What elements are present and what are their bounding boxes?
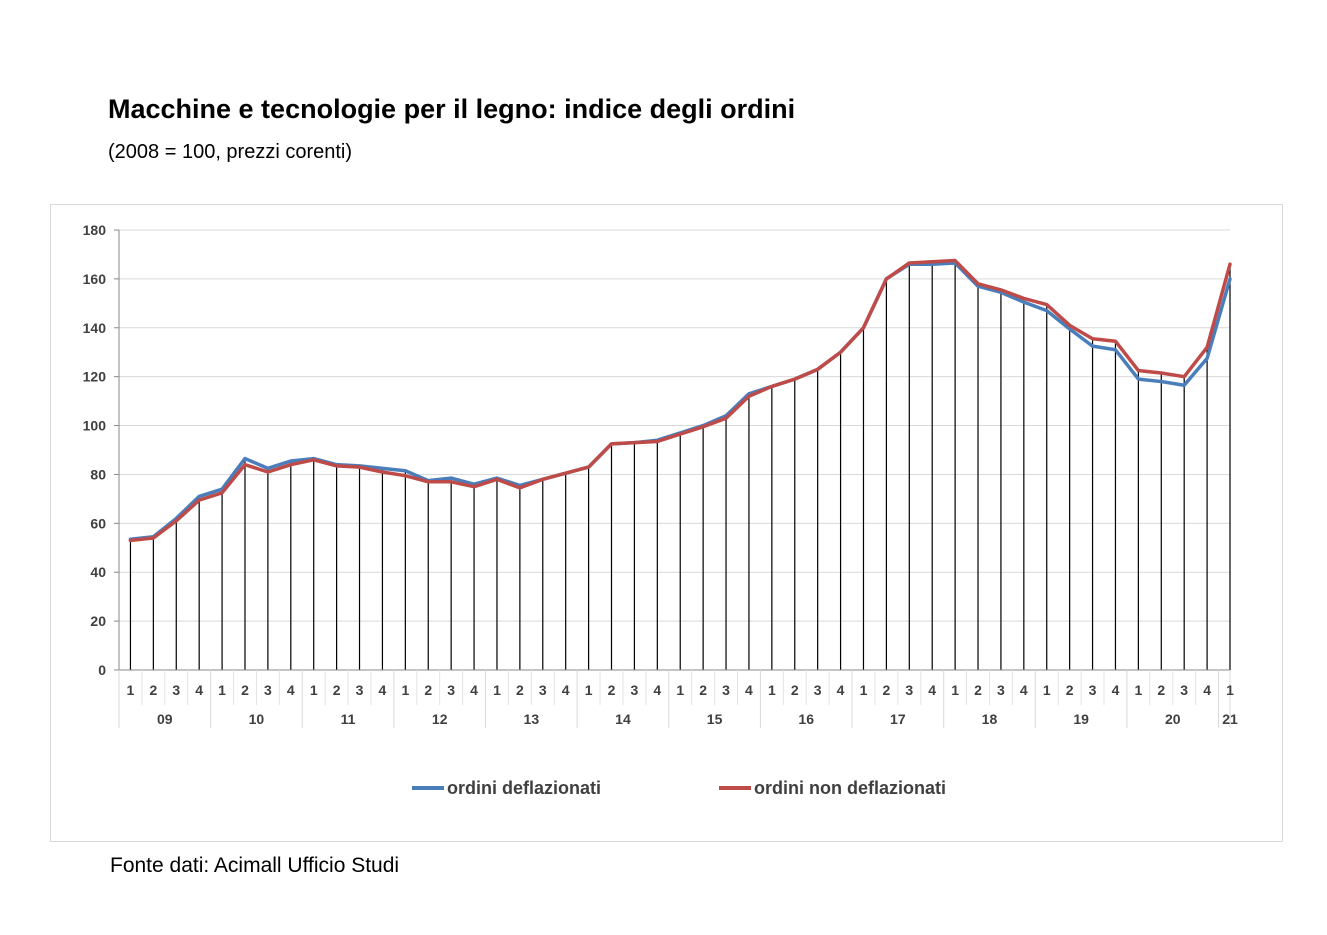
x-quarter-label: 3 [722, 682, 730, 698]
x-quarter-label: 4 [1112, 682, 1120, 698]
x-quarter-label: 3 [631, 682, 639, 698]
x-quarter-label: 2 [149, 682, 157, 698]
drop-lines [129, 260, 1231, 670]
x-quarter-label: 4 [928, 682, 936, 698]
y-tick-label: 140 [83, 320, 107, 336]
x-quarter-label: 3 [1180, 682, 1188, 698]
chart-frame [50, 204, 1283, 842]
x-quarter-label: 4 [653, 682, 661, 698]
x-quarter-label: 2 [608, 682, 616, 698]
x-quarter-label: 3 [356, 682, 364, 698]
x-quarter-label: 1 [951, 682, 959, 698]
x-quarter-label: 2 [1157, 682, 1165, 698]
series-line-2 [128, 258, 1232, 543]
x-quarter-label: 4 [1203, 682, 1211, 698]
x-year-label: 19 [1073, 711, 1089, 727]
gridlines [119, 229, 1230, 622]
x-quarter-label: 4 [562, 682, 570, 698]
legend: ordini deflazionati ordini non deflaziona… [412, 778, 946, 798]
x-year-label: 10 [249, 711, 265, 727]
x-quarter-label: 1 [218, 682, 226, 698]
axes [114, 229, 1231, 728]
x-quarter-label: 3 [447, 682, 455, 698]
x-quarter-label: 4 [1020, 682, 1028, 698]
x-quarter-label: 1 [860, 682, 868, 698]
x-quarter-label: 2 [1066, 682, 1074, 698]
x-quarter-label: 3 [539, 682, 547, 698]
legend-label-2: ordini non deflazionati [754, 778, 946, 798]
x-quarter-label: 1 [1134, 682, 1142, 698]
x-quarter-label: 1 [310, 682, 318, 698]
x-quarter-label: 4 [287, 682, 295, 698]
x-quarter-label: 1 [127, 682, 135, 698]
x-quarter-label: 4 [195, 682, 203, 698]
y-tick-label: 0 [98, 662, 106, 678]
x-quarter-label: 1 [1043, 682, 1051, 698]
series-lines [128, 258, 1232, 543]
x-quarter-label: 2 [516, 682, 524, 698]
x-quarter-label: 3 [264, 682, 272, 698]
x-quarter-label: 1 [585, 682, 593, 698]
chart-title: Macchine e tecnologie per il legno: indi… [108, 94, 796, 124]
x-year-label: 21 [1222, 711, 1238, 727]
x-year-label: 11 [341, 711, 356, 727]
x-quarter-label: 1 [401, 682, 409, 698]
x-year-label: 09 [157, 711, 173, 727]
chart-subtitle: (2008 = 100, prezzi corenti) [108, 141, 353, 163]
x-quarter-label: 1 [1226, 682, 1234, 698]
x-quarter-label: 3 [814, 682, 822, 698]
y-tick-label: 180 [83, 222, 107, 238]
x-quarter-label: 4 [837, 682, 845, 698]
x-quarter-label: 3 [1089, 682, 1097, 698]
x-quarter-label: 1 [676, 682, 684, 698]
y-tick-label: 60 [90, 515, 106, 531]
y-tick-label: 100 [83, 418, 107, 434]
x-year-label: 17 [890, 711, 906, 727]
x-quarter-label: 2 [974, 682, 982, 698]
x-quarter-label: 2 [791, 682, 799, 698]
x-quarter-label: 2 [333, 682, 341, 698]
y-tick-label: 120 [83, 369, 107, 385]
x-year-label: 18 [982, 711, 998, 727]
x-year-label: 14 [615, 711, 631, 727]
x-quarter-label: 1 [768, 682, 776, 698]
x-quarter-label: 2 [424, 682, 432, 698]
x-quarter-label: 4 [379, 682, 387, 698]
x-quarter-label: 3 [905, 682, 913, 698]
x-quarter-label: 2 [882, 682, 890, 698]
x-quarter-label: 3 [997, 682, 1005, 698]
source-note: Fonte dati: Acimall Ufficio Studi [110, 854, 400, 877]
legend-label-1: ordini deflazionati [447, 778, 601, 798]
y-tick-label: 20 [90, 613, 106, 629]
y-tick-label: 80 [90, 466, 106, 482]
x-year-label: 20 [1165, 711, 1181, 727]
y-tick-label: 160 [83, 271, 107, 287]
x-year-label: 13 [524, 711, 540, 727]
x-quarter-label: 2 [699, 682, 707, 698]
y-tick-label: 40 [90, 564, 106, 580]
x-quarter-label: 1 [493, 682, 501, 698]
x-quarter-label: 2 [241, 682, 249, 698]
x-year-label: 16 [798, 711, 814, 727]
x-quarter-label: 3 [172, 682, 180, 698]
x-quarter-label: 4 [470, 682, 478, 698]
x-year-label: 12 [432, 711, 448, 727]
x-year-label: 15 [707, 711, 723, 727]
x-quarter-label: 4 [745, 682, 753, 698]
